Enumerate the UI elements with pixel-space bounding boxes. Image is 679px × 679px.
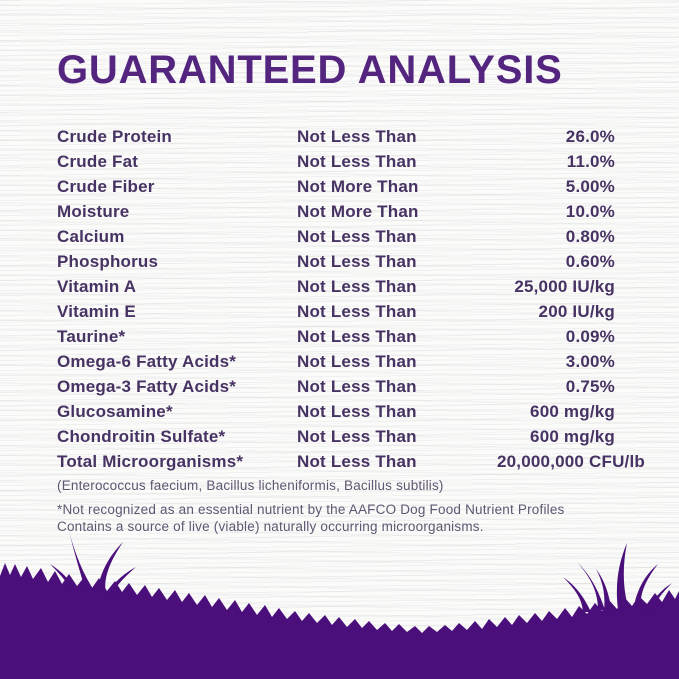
qualifier: Not Less Than (297, 451, 417, 471)
qualifier: Not Less Than (297, 226, 417, 246)
nutrient-value: 0.09% (565, 326, 615, 346)
nutrient-value: 5.00% (565, 176, 615, 196)
table-row: Calcium Not Less Than 0.80% (57, 224, 615, 249)
nutrient-name: Vitamin E (57, 301, 136, 321)
qualifier: Not Less Than (297, 326, 417, 346)
microorganism-species-note: (Enterococcus faecium, Bacillus lichenif… (57, 478, 444, 493)
table-row: Glucosamine* Not Less Than 600 mg/kg (57, 399, 615, 424)
nutrient-value: 10.0% (565, 201, 615, 221)
nutrient-value: 11.0% (566, 151, 615, 171)
label-content: GUARANTEED ANALYSIS Crude Protein Not Le… (57, 48, 645, 535)
qualifier: Not Less Than (297, 301, 417, 321)
table-row: Vitamin E Not Less Than 200 IU/kg (57, 299, 615, 324)
table-row: Total Microorganisms* Not Less Than 20,0… (57, 449, 645, 474)
qualifier: Not More Than (297, 176, 419, 196)
footnote-line-1: *Not recognized as an essential nutrient… (57, 502, 565, 517)
nutrient-name: Vitamin A (57, 276, 137, 296)
nutrient-value: 20,000,000 CFU/lb (497, 451, 645, 471)
qualifier: Not More Than (297, 201, 419, 221)
nutrient-value: 26.0% (565, 126, 615, 146)
table-row: Taurine* Not Less Than 0.09% (57, 324, 615, 349)
table-row: Crude Fiber Not More Than 5.00% (57, 174, 615, 199)
nutrient-name: Taurine* (57, 326, 126, 346)
table-row: Phosphorus Not Less Than 0.60% (57, 249, 615, 274)
table-row: Omega-3 Fatty Acids* Not Less Than 0.75% (57, 374, 615, 399)
asterisk-footnote: *Not recognized as an essential nutrient… (57, 501, 615, 535)
grass-mound (0, 563, 679, 679)
nutrient-name: Omega-3 Fatty Acids* (57, 376, 237, 396)
page-title: GUARANTEED ANALYSIS (57, 48, 563, 92)
nutrient-value: 200 IU/kg (538, 301, 615, 321)
qualifier: Not Less Than (297, 401, 417, 421)
nutrient-name: Calcium (57, 226, 125, 246)
footnote-line-2: Contains a source of live (viable) natur… (57, 519, 484, 534)
table-row: Moisture Not More Than 10.0% (57, 199, 615, 224)
nutrient-name: Phosphorus (57, 251, 159, 271)
analysis-table: Crude Protein Not Less Than 26.0% Crude … (57, 124, 645, 474)
nutrient-value: 25,000 IU/kg (514, 276, 615, 296)
nutrient-name: Crude Protein (57, 126, 173, 146)
qualifier: Not Less Than (297, 126, 417, 146)
nutrient-name: Omega-6 Fatty Acids* (57, 351, 237, 371)
nutrient-name: Chondroitin Sulfate* (57, 426, 226, 446)
qualifier: Not Less Than (297, 426, 417, 446)
nutrient-name: Moisture (57, 201, 130, 221)
nutrient-value: 600 mg/kg (530, 426, 615, 446)
qualifier: Not Less Than (297, 376, 417, 396)
table-row: Crude Protein Not Less Than 26.0% (57, 124, 615, 149)
nutrient-name: Crude Fat (57, 151, 139, 171)
qualifier: Not Less Than (297, 151, 417, 171)
nutrient-value: 3.00% (565, 351, 615, 371)
nutrient-value: 0.60% (565, 251, 615, 271)
table-row: Omega-6 Fatty Acids* Not Less Than 3.00% (57, 349, 615, 374)
grass-hill-silhouette (0, 531, 679, 679)
nutrient-value: 0.75% (565, 376, 615, 396)
qualifier: Not Less Than (297, 251, 417, 271)
nutrient-name: Total Microorganisms* (57, 451, 244, 471)
nutrient-name: Crude Fiber (57, 176, 155, 196)
nutrient-value: 600 mg/kg (530, 401, 615, 421)
table-row: Vitamin A Not Less Than 25,000 IU/kg (57, 274, 615, 299)
nutrient-name: Glucosamine* (57, 401, 173, 421)
grass-blades (50, 531, 672, 614)
qualifier: Not Less Than (297, 276, 417, 296)
table-row: Crude Fat Not Less Than 11.0% (57, 149, 615, 174)
nutrient-value: 0.80% (565, 226, 615, 246)
table-row: Chondroitin Sulfate* Not Less Than 600 m… (57, 424, 615, 449)
qualifier: Not Less Than (297, 351, 417, 371)
